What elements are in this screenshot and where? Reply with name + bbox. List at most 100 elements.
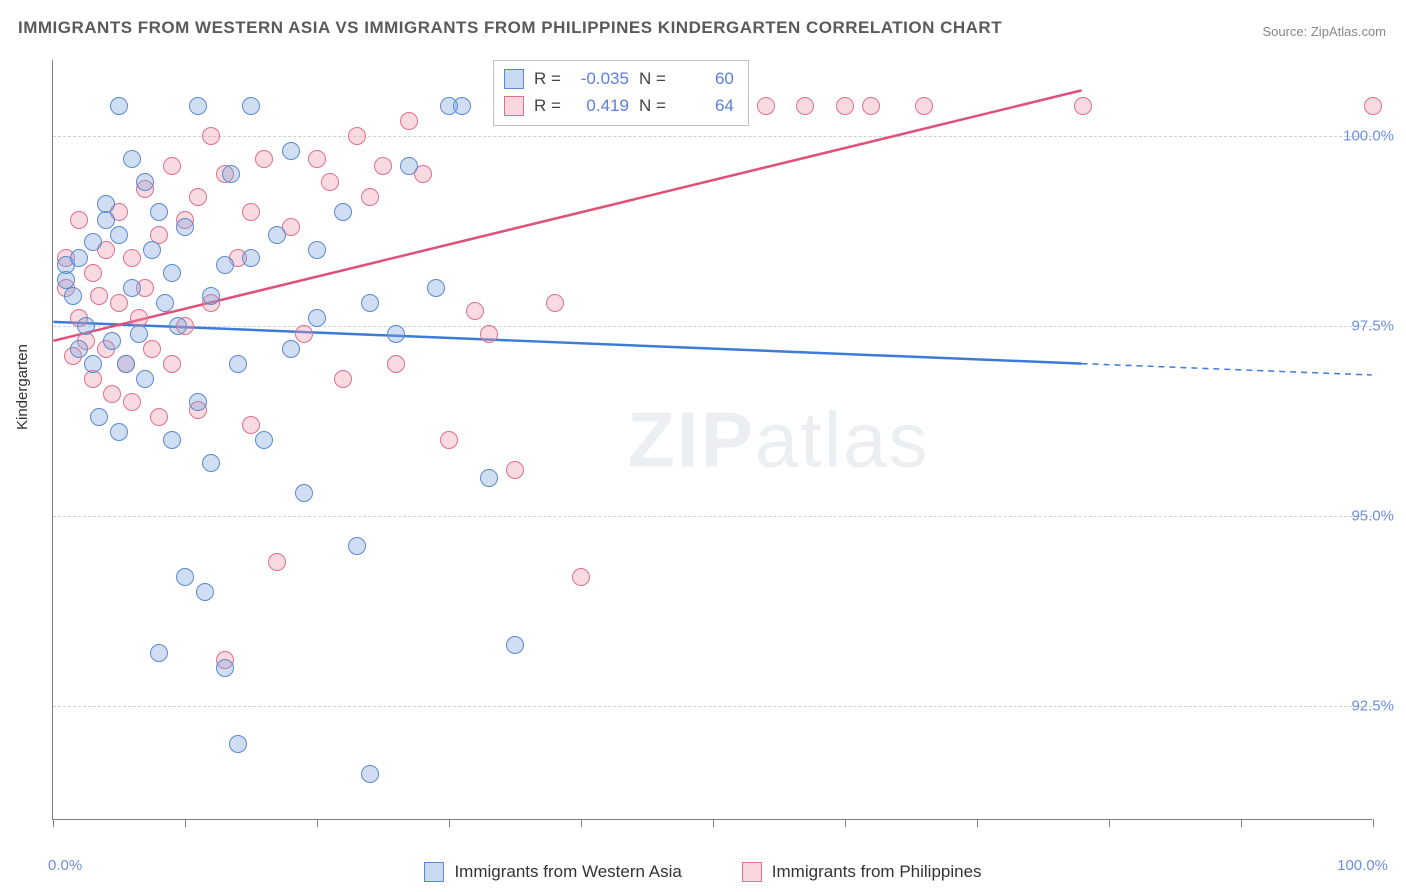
y-tick-label: 100.0% <box>1343 128 1394 145</box>
x-tick <box>977 819 978 827</box>
data-point <box>862 97 880 115</box>
data-point <box>466 302 484 320</box>
data-point <box>70 211 88 229</box>
data-point <box>150 408 168 426</box>
data-point <box>143 340 161 358</box>
data-point <box>387 325 405 343</box>
data-point <box>130 325 148 343</box>
data-point <box>64 287 82 305</box>
x-tick <box>53 819 54 827</box>
data-point <box>295 484 313 502</box>
gridline <box>53 136 1372 137</box>
data-point <box>453 97 471 115</box>
legend-item-blue: Immigrants from Western Asia <box>424 862 681 882</box>
data-point <box>348 537 366 555</box>
data-point <box>400 112 418 130</box>
data-point <box>189 393 207 411</box>
data-point <box>70 340 88 358</box>
data-point <box>348 127 366 145</box>
data-point <box>103 332 121 350</box>
data-point <box>308 309 326 327</box>
data-point <box>189 97 207 115</box>
data-point <box>202 287 220 305</box>
data-point <box>242 416 260 434</box>
data-point <box>915 97 933 115</box>
data-point <box>229 735 247 753</box>
chart-title: IMMIGRANTS FROM WESTERN ASIA VS IMMIGRAN… <box>18 18 1002 38</box>
data-point <box>321 173 339 191</box>
data-point <box>189 188 207 206</box>
data-point <box>308 241 326 259</box>
x-tick <box>317 819 318 827</box>
data-point <box>123 249 141 267</box>
legend-item-pink: Immigrants from Philippines <box>742 862 982 882</box>
data-point <box>255 431 273 449</box>
data-point <box>103 385 121 403</box>
data-point <box>110 226 128 244</box>
x-tick <box>1109 819 1110 827</box>
data-point <box>150 644 168 662</box>
data-point <box>176 568 194 586</box>
data-point <box>282 142 300 160</box>
data-point <box>546 294 564 312</box>
data-point <box>242 97 260 115</box>
data-point <box>77 317 95 335</box>
data-point <box>229 355 247 373</box>
data-point <box>242 249 260 267</box>
data-point <box>123 279 141 297</box>
data-point <box>255 150 273 168</box>
data-point <box>268 553 286 571</box>
data-point <box>163 157 181 175</box>
data-point <box>1074 97 1092 115</box>
data-point <box>836 97 854 115</box>
data-point <box>143 241 161 259</box>
data-point <box>796 97 814 115</box>
data-point <box>196 583 214 601</box>
gridline <box>53 326 1372 327</box>
series-legend: Immigrants from Western Asia Immigrants … <box>0 862 1406 882</box>
data-point <box>361 765 379 783</box>
data-point <box>110 97 128 115</box>
gridline <box>53 706 1372 707</box>
data-point <box>440 431 458 449</box>
y-tick-label: 92.5% <box>1351 698 1394 715</box>
source-attribution: Source: ZipAtlas.com <box>1262 24 1386 39</box>
swatch-blue-icon <box>424 862 444 882</box>
data-point <box>506 636 524 654</box>
y-tick-label: 95.0% <box>1351 508 1394 525</box>
data-point <box>480 469 498 487</box>
data-point <box>361 188 379 206</box>
y-axis-label: Kindergarten <box>14 344 31 430</box>
swatch-pink-icon <box>504 96 524 116</box>
data-point <box>387 355 405 373</box>
x-tick <box>1241 819 1242 827</box>
data-point <box>242 203 260 221</box>
data-point <box>163 264 181 282</box>
data-point <box>334 203 352 221</box>
swatch-blue-icon <box>504 69 524 89</box>
data-point <box>97 211 115 229</box>
data-point <box>202 454 220 472</box>
data-point <box>216 256 234 274</box>
data-point <box>84 233 102 251</box>
data-point <box>202 127 220 145</box>
watermark: ZIPatlas <box>627 394 929 485</box>
data-point <box>150 203 168 221</box>
x-tick <box>449 819 450 827</box>
data-point <box>110 294 128 312</box>
data-point <box>156 294 174 312</box>
x-tick <box>185 819 186 827</box>
data-point <box>222 165 240 183</box>
data-point <box>117 355 135 373</box>
data-point <box>176 218 194 236</box>
data-point <box>268 226 286 244</box>
data-point <box>136 370 154 388</box>
gridline <box>53 516 1372 517</box>
data-point <box>480 325 498 343</box>
legend-row-pink: R = 0.419 N = 64 <box>504 92 734 119</box>
data-point <box>84 355 102 373</box>
data-point <box>572 568 590 586</box>
data-point <box>334 370 352 388</box>
data-point <box>163 431 181 449</box>
data-point <box>308 150 326 168</box>
